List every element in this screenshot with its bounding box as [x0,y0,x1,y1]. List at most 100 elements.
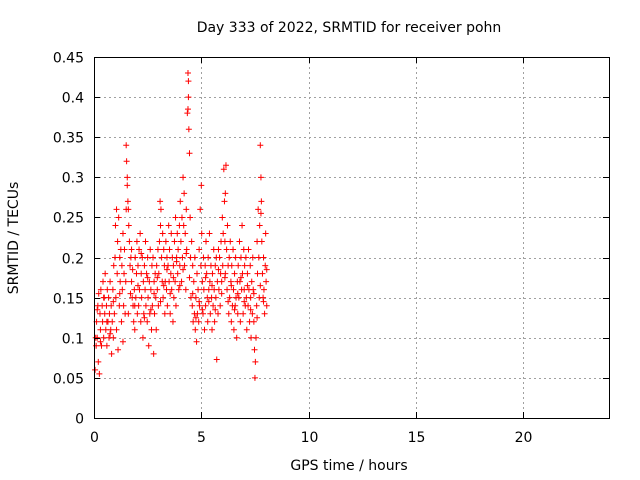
data-point [263,302,270,309]
data-point [216,254,223,261]
data-point [193,338,200,345]
data-point [260,254,267,261]
data-point [120,302,127,309]
data-point [98,342,105,349]
y-tick-label: 0.4 [62,91,84,107]
data-point [177,198,184,205]
data-point [233,334,240,341]
data-point [250,286,257,293]
data-point [118,262,125,269]
data-point [234,290,241,297]
data-point [145,294,152,301]
data-point [125,222,132,229]
data-point [157,222,164,229]
data-point [103,318,110,325]
data-point [158,254,165,261]
data-point [177,238,184,245]
chart-title: Day 333 of 2022, SRMTID for receiver poh… [197,20,502,36]
data-points [92,70,270,381]
data-point [163,266,170,273]
data-point [170,294,177,301]
data-point [250,290,257,297]
data-point [134,262,141,269]
data-point [151,278,158,285]
data-point [172,214,179,221]
data-point [97,338,104,345]
data-point [110,262,117,269]
data-point [174,230,181,237]
y-tick-label: 0 [75,412,84,428]
data-point [178,214,185,221]
y-tick-labels: 0 0.05 0.1 0.15 0.2 0.25 0.3 0.35 0.4 0.45 [53,51,84,428]
data-point [198,182,205,189]
data-point [121,270,128,277]
data-point [262,230,269,237]
data-point [231,270,238,277]
data-point [154,274,161,281]
data-point [220,230,227,237]
data-point [221,198,228,205]
data-point [183,206,190,213]
x-tick-label: 10 [301,430,319,446]
data-point [107,330,114,337]
data-point [141,314,148,321]
data-point [230,246,237,253]
data-point [205,254,212,261]
data-point [231,306,238,313]
data-point [131,302,138,309]
data-point [199,278,206,285]
data-point [167,270,174,277]
x-tick-label: 20 [515,430,533,446]
data-point [221,238,228,245]
data-point [230,326,237,333]
data-point [218,290,225,297]
data-point [110,298,117,305]
data-point [239,222,246,229]
data-point [263,266,270,273]
data-point [186,150,193,157]
data-point [191,254,198,261]
data-point [223,246,230,253]
data-point [170,274,177,281]
data-point [155,270,162,277]
data-point [263,278,270,285]
data-point [118,318,125,325]
data-point [102,270,109,277]
data-point [180,222,187,229]
data-point [194,310,201,317]
y-tick-label: 0.15 [53,292,84,308]
data-point [222,162,229,169]
y-tick-label: 0.25 [53,211,84,227]
data-point [124,174,131,181]
data-point [127,290,134,297]
data-point [236,238,243,245]
data-point [180,174,187,181]
data-point [137,230,144,237]
data-point [149,302,156,309]
data-point [166,278,173,285]
data-point [119,286,126,293]
data-point [228,282,235,289]
data-point [225,298,232,305]
data-point [109,286,116,293]
data-point [111,310,118,317]
data-point [138,270,145,277]
data-point [121,246,128,253]
data-point [258,238,265,245]
data-point [200,310,207,317]
data-point [228,262,235,269]
data-point [224,286,231,293]
data-point [109,318,116,325]
data-point [94,306,101,313]
data-point [114,238,121,245]
data-point [220,166,227,173]
y-axis-label: SRMTID / TECUs [6,182,22,295]
data-point [116,254,123,261]
data-point [251,346,258,353]
data-point [153,326,160,333]
grid-lines [94,57,609,418]
data-point [145,342,152,349]
y-tick-label: 0.2 [62,252,84,268]
data-point [262,262,269,269]
data-point [215,266,222,273]
